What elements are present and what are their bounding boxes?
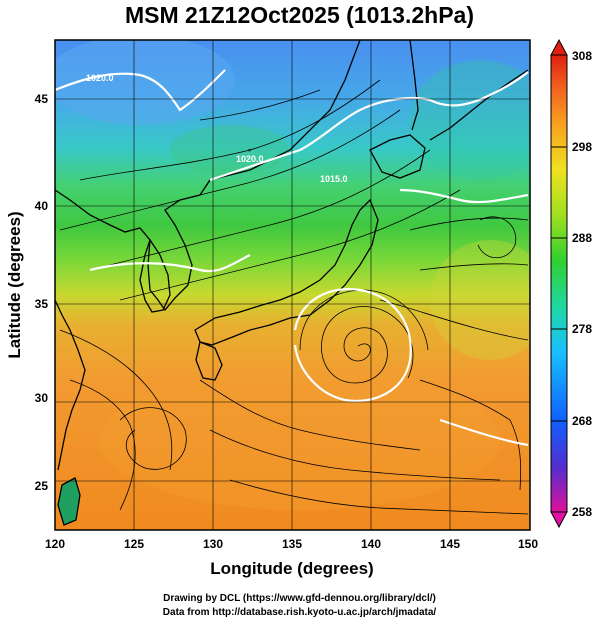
colorbar-body [550, 54, 568, 513]
sakhalin [409, 40, 419, 131]
streamline [69, 379, 136, 511]
chart-title: MSM 21Z12Oct2025 (1013.2hPa) [124, 2, 474, 28]
credit-data: Data from http://database.rish.kyoto-u.a… [162, 607, 437, 618]
colorbar: 308 298 288 278 268 258 [550, 38, 592, 529]
circulation [477, 216, 517, 259]
isobar [89, 254, 251, 273]
streamline [229, 479, 529, 515]
streamline [199, 379, 421, 451]
colorbar-tick-label: 288 [572, 231, 592, 245]
circulation [119, 407, 187, 470]
x-tick-label: 150 [518, 537, 538, 551]
isobar [399, 188, 529, 204]
china-coast [55, 299, 86, 471]
x-ticks: 120 125 130 135 140 145 150 [45, 537, 538, 551]
x-tick-label: 120 [45, 537, 65, 551]
streamline [199, 89, 321, 121]
graticule [55, 40, 530, 530]
streamline [59, 109, 401, 231]
isobar [439, 418, 529, 447]
isobar [209, 71, 529, 182]
japan-hokkaido [369, 134, 426, 179]
streamline [89, 149, 431, 271]
y-tick-label: 45 [35, 92, 49, 106]
isobar-label: 1020.0 [86, 73, 114, 83]
japan-honshu [194, 198, 379, 346]
isobar [293, 287, 412, 403]
x-axis-title: Longitude (degrees) [210, 559, 373, 578]
y-tick-label: 35 [35, 297, 49, 311]
streamline [419, 263, 529, 271]
colorbar-bottom-arrow [550, 511, 568, 529]
isobars [55, 69, 529, 447]
kuril-islands [429, 69, 529, 141]
colorbar-top-arrow [550, 38, 568, 56]
plot-frame [54, 39, 531, 531]
streamline [419, 379, 522, 491]
taiwan [57, 477, 81, 526]
continent-coast [55, 40, 361, 312]
japan-kyushu [195, 341, 223, 381]
y-tick-label: 40 [35, 199, 49, 213]
isobar-label: 1020.0 [236, 154, 264, 164]
colorbar-tick-label: 308 [572, 49, 592, 63]
y-tick-label: 25 [35, 479, 49, 493]
y-ticks: 25 30 35 40 45 [35, 92, 49, 493]
streamline [59, 329, 173, 471]
x-tick-label: 140 [361, 537, 381, 551]
x-tick-label: 135 [282, 537, 302, 551]
typhoon-spiral [321, 306, 414, 384]
x-tick-label: 130 [203, 537, 223, 551]
y-axis-title: Latitude (degrees) [5, 211, 24, 358]
colorbar-tick-label: 278 [572, 322, 592, 336]
streamline [409, 217, 529, 231]
streamlines [59, 79, 529, 515]
x-tick-label: 145 [440, 537, 460, 551]
isobar-label: 1015.0 [320, 174, 348, 184]
streamline [209, 429, 501, 481]
colorbar-tick-label: 268 [572, 414, 592, 428]
credit-drawing: Drawing by DCL (https://www.gfd-dennou.o… [163, 593, 436, 604]
isobar [55, 69, 226, 112]
streamline [119, 189, 461, 301]
x-tick-label: 125 [124, 537, 144, 551]
streamline [79, 79, 381, 181]
colorbar-tick-label: 298 [572, 140, 592, 154]
y-tick-label: 30 [35, 391, 49, 405]
colorbar-tick-label: 258 [572, 505, 592, 519]
